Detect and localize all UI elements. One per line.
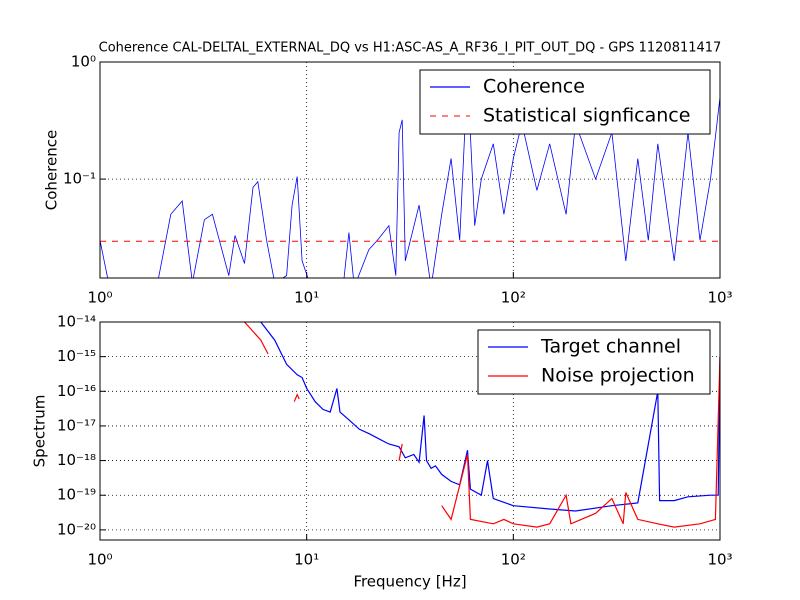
x-tick-label: 10³ <box>707 551 732 569</box>
y-tick-label: 10⁻¹⁷ <box>57 416 96 434</box>
x-tick-label: 10³ <box>707 289 732 307</box>
x-axis-label: Frequency [Hz] <box>353 573 466 591</box>
y-axis-label: Spectrum <box>31 395 49 468</box>
legend-label: Statistical signficance <box>483 105 690 127</box>
x-tick-label: 10¹ <box>294 289 319 307</box>
chart-title: Coherence CAL-DELTAL_EXTERNAL_DQ vs H1:A… <box>99 41 722 56</box>
y-tick-label: 10⁻¹⁵ <box>57 347 96 365</box>
y-tick-label: 10⁻¹⁴ <box>57 313 96 331</box>
y-tick-label: 10⁻¹ <box>63 170 96 188</box>
x-tick-label: 10² <box>501 289 526 307</box>
legend-label: Target channel <box>540 336 681 358</box>
x-tick-label: 10⁰ <box>87 289 112 307</box>
y-tick-label: 10⁻¹⁶ <box>57 382 96 400</box>
axes-frame <box>99 321 721 541</box>
legend-label: Coherence <box>483 76 585 98</box>
legend-label: Noise projection <box>541 365 695 387</box>
legend-box <box>477 329 711 395</box>
plot-area <box>244 322 720 528</box>
data-line <box>244 322 720 528</box>
x-tick-label: 10⁰ <box>87 551 112 569</box>
x-tick-label: 10¹ <box>294 551 319 569</box>
data-line <box>260 322 720 512</box>
plot-area <box>100 73 720 278</box>
data-line <box>100 73 720 278</box>
y-tick-label: 10⁻¹⁹ <box>57 486 96 504</box>
y-tick-label: 10⁻¹⁸ <box>57 451 96 469</box>
y-axis-label: Coherence <box>43 130 61 210</box>
x-tick-label: 10² <box>501 551 526 569</box>
y-tick-label: 10⁰ <box>71 53 96 71</box>
y-tick-label: 10⁻²⁰ <box>57 520 96 538</box>
legend-box <box>419 69 711 135</box>
axes-frame <box>99 61 721 279</box>
